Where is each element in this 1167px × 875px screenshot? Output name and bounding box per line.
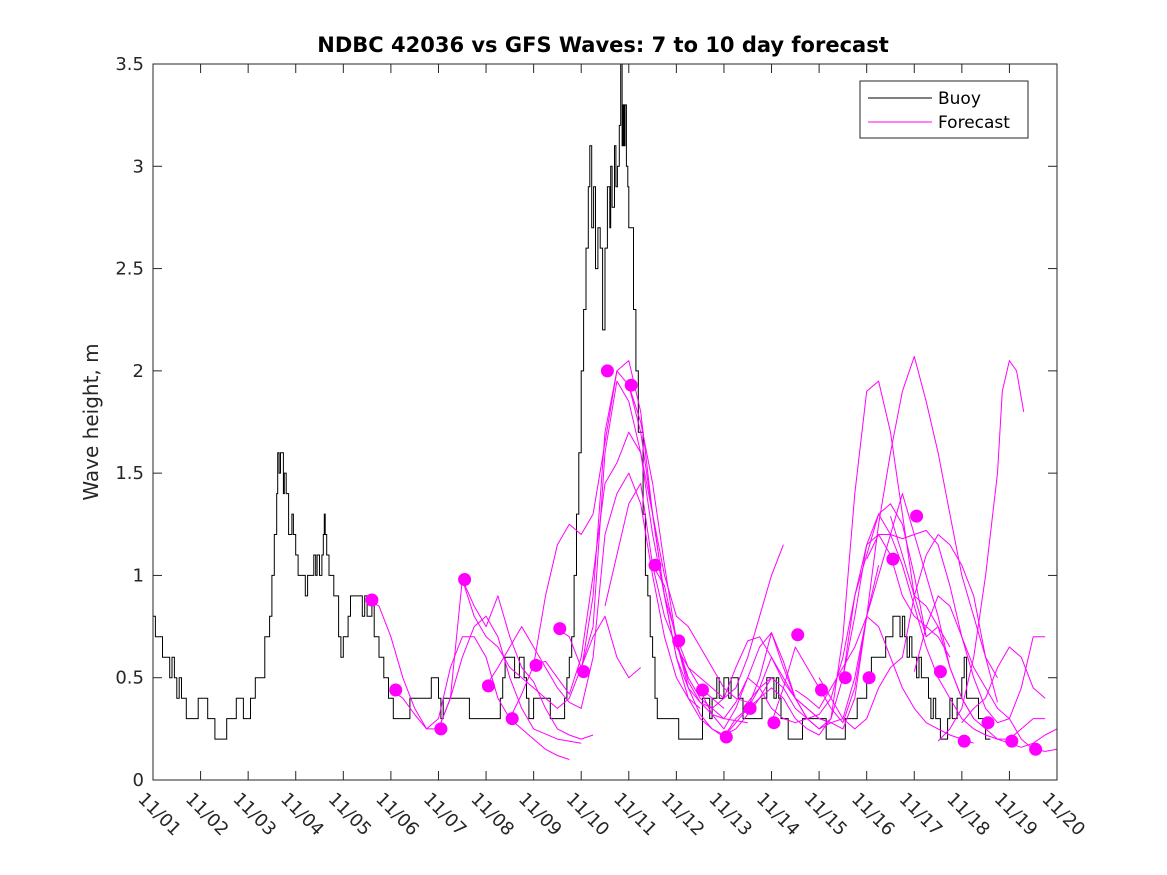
forecast-marker [365, 593, 379, 607]
forecast-marker [600, 364, 614, 378]
y-tick-label: 0.5 [115, 668, 144, 689]
forecast-line [485, 472, 701, 709]
forecast-line [461, 579, 642, 709]
forecast-marker [529, 658, 543, 672]
y-axis-label: Wave height, m [79, 343, 103, 500]
forecast-marker [458, 573, 472, 586]
forecast-line [580, 370, 808, 736]
forecast-line [652, 564, 880, 730]
y-tick-label: 1.5 [115, 463, 144, 484]
y-tick-label: 0 [133, 770, 144, 791]
y-tick-label: 2.5 [115, 259, 144, 280]
forecast-marker [719, 730, 733, 744]
forecast-marker [672, 634, 686, 648]
forecast-marker [577, 665, 591, 679]
forecast-line [795, 615, 974, 744]
forecast-line [675, 503, 927, 738]
forecast-marker [624, 378, 638, 392]
forecast-line [890, 515, 1058, 748]
legend: Buoy Forecast [859, 80, 1029, 139]
forecast-marker [862, 671, 876, 685]
y-tick-label: 2 [133, 361, 144, 382]
forecast-line [771, 356, 998, 724]
forecast-marker [767, 716, 781, 730]
forecast-marker [505, 712, 519, 726]
forecast-marker [886, 552, 900, 566]
y-tick-label: 3 [133, 156, 144, 177]
y-tick-label: 1 [133, 565, 144, 586]
legend-buoy-label: Buoy [938, 89, 981, 109]
y-axis: 0 0.5 1 1.5 2 2.5 3 3.5 [115, 54, 1057, 791]
forecast-line [818, 534, 998, 730]
y-tick-label: 3.5 [115, 54, 144, 75]
forecast-marker [481, 679, 495, 693]
forecast-marker [838, 671, 852, 685]
legend-forecast-label: Forecast [938, 113, 1010, 133]
chart-title: NDBC 42036 vs GFS Waves: 7 to 10 day for… [317, 33, 888, 57]
forecast-marker [389, 683, 403, 697]
buoy-layer [153, 63, 991, 740]
forecast-line [961, 646, 1046, 724]
forecast-marker [1029, 742, 1043, 756]
forecast-marker-layer [365, 364, 1043, 756]
forecast-line [604, 482, 784, 699]
forecast-marker [553, 622, 567, 636]
forecast-marker [815, 683, 828, 697]
forecast-marker [981, 716, 995, 730]
forecast-marker [743, 701, 757, 715]
forecast-marker [648, 558, 662, 572]
forecast-marker [434, 722, 448, 736]
forecast-marker [957, 734, 971, 748]
forecast-line [557, 380, 772, 703]
forecast-marker [1005, 734, 1019, 748]
forecast-line [913, 595, 1046, 724]
forecast-line [366, 599, 582, 744]
buoy-line [153, 63, 991, 740]
forecast-marker [910, 509, 924, 523]
forecast-marker [696, 683, 709, 697]
forecast-marker [791, 628, 805, 642]
forecast-marker [933, 665, 947, 679]
legend-box [859, 80, 1029, 139]
plot-frame [152, 63, 1058, 781]
forecast-line [937, 360, 1025, 742]
forecast-line [699, 534, 951, 730]
forecast-line [390, 636, 570, 760]
plot-area [153, 64, 1057, 780]
